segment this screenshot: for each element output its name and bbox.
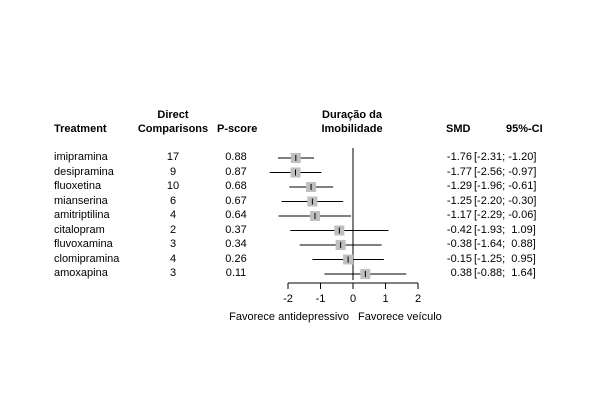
row-ci: [-1.96; -0.61] <box>474 180 537 192</box>
row-pscore: 0.64 <box>225 209 247 221</box>
header-ci: 95%-CI <box>506 123 543 135</box>
row-treatment: citalopram <box>54 223 105 236</box>
x-tick-label: -2 <box>283 293 293 305</box>
row-ci: [-2.29; -0.06] <box>474 209 537 221</box>
row-treatment: desipramina <box>54 165 114 178</box>
row-comparisons: 6 <box>169 194 177 207</box>
row-ci: [-1.93; 1.09] <box>474 223 536 236</box>
x-tick-label: 2 <box>415 293 421 305</box>
row-treatment: fluvoxamina <box>54 238 113 250</box>
xlabel-left: Favorece antidepressivo <box>229 311 349 323</box>
header-pscore: P-score <box>217 123 258 135</box>
row-treatment: amoxapina <box>54 267 108 279</box>
row-comparisons: 3 <box>169 238 177 250</box>
row-ci: [-2.56; -0.97] <box>474 165 537 178</box>
header-outcome-line2: Imobilidade <box>321 123 383 135</box>
row-comparisons: 9 <box>169 165 177 178</box>
row-pscore: 0.34 <box>225 238 247 250</box>
row-smd: -1.25 <box>446 194 472 207</box>
row-comparisons: 4 <box>169 209 177 221</box>
x-tick-label: 1 <box>382 293 388 305</box>
row-ci: [-2.31; -1.20] <box>474 151 537 163</box>
header-smd: SMD <box>446 123 471 135</box>
row-comparisons: 3 <box>169 267 177 279</box>
row-smd: -0.15 <box>446 252 472 265</box>
row-ci: [-1.64; 0.88] <box>474 238 536 250</box>
row-smd: -1.29 <box>446 180 472 192</box>
row-pscore: 0.37 <box>225 223 247 236</box>
row-ci: [-1.25; 0.95] <box>474 252 536 265</box>
row-comparisons: 17 <box>166 151 180 163</box>
row-smd: -0.42 <box>446 223 472 236</box>
row-treatment: amitriptilina <box>54 209 110 221</box>
row-treatment: fluoxetina <box>54 180 102 192</box>
row-smd: -0.38 <box>446 238 472 250</box>
row-comparisons: 10 <box>166 180 180 192</box>
row-treatment: mianserina <box>54 194 108 207</box>
row-pscore: 0.67 <box>225 194 247 207</box>
row-smd: 0.38 <box>450 267 472 279</box>
row-ci: [-0.88; 1.64] <box>474 267 536 279</box>
row-pscore: 0.26 <box>225 252 247 265</box>
x-tick-label: -1 <box>316 293 326 305</box>
row-pscore: 0.11 <box>225 267 247 279</box>
row-smd: -1.17 <box>446 209 472 221</box>
row-pscore: 0.87 <box>225 165 247 178</box>
row-treatment: clomipramina <box>54 252 120 265</box>
row-pscore: 0.68 <box>225 180 247 192</box>
row-comparisons: 2 <box>169 223 177 236</box>
xlabel-right: Favorece veículo <box>358 311 442 323</box>
header-treatment: Treatment <box>54 123 107 135</box>
row-comparisons: 4 <box>169 252 177 265</box>
row-ci: [-2.20; -0.30] <box>474 194 537 207</box>
row-pscore: 0.88 <box>225 151 247 163</box>
header-direct-line1: Direct <box>157 109 189 121</box>
header-direct-line2: Comparisons <box>137 123 209 135</box>
row-smd: -1.77 <box>446 165 472 178</box>
row-treatment: imipramina <box>54 151 108 163</box>
x-tick-label: 0 <box>350 293 356 305</box>
header-outcome-line1: Duração da <box>322 109 382 121</box>
row-smd: -1.76 <box>446 151 472 163</box>
